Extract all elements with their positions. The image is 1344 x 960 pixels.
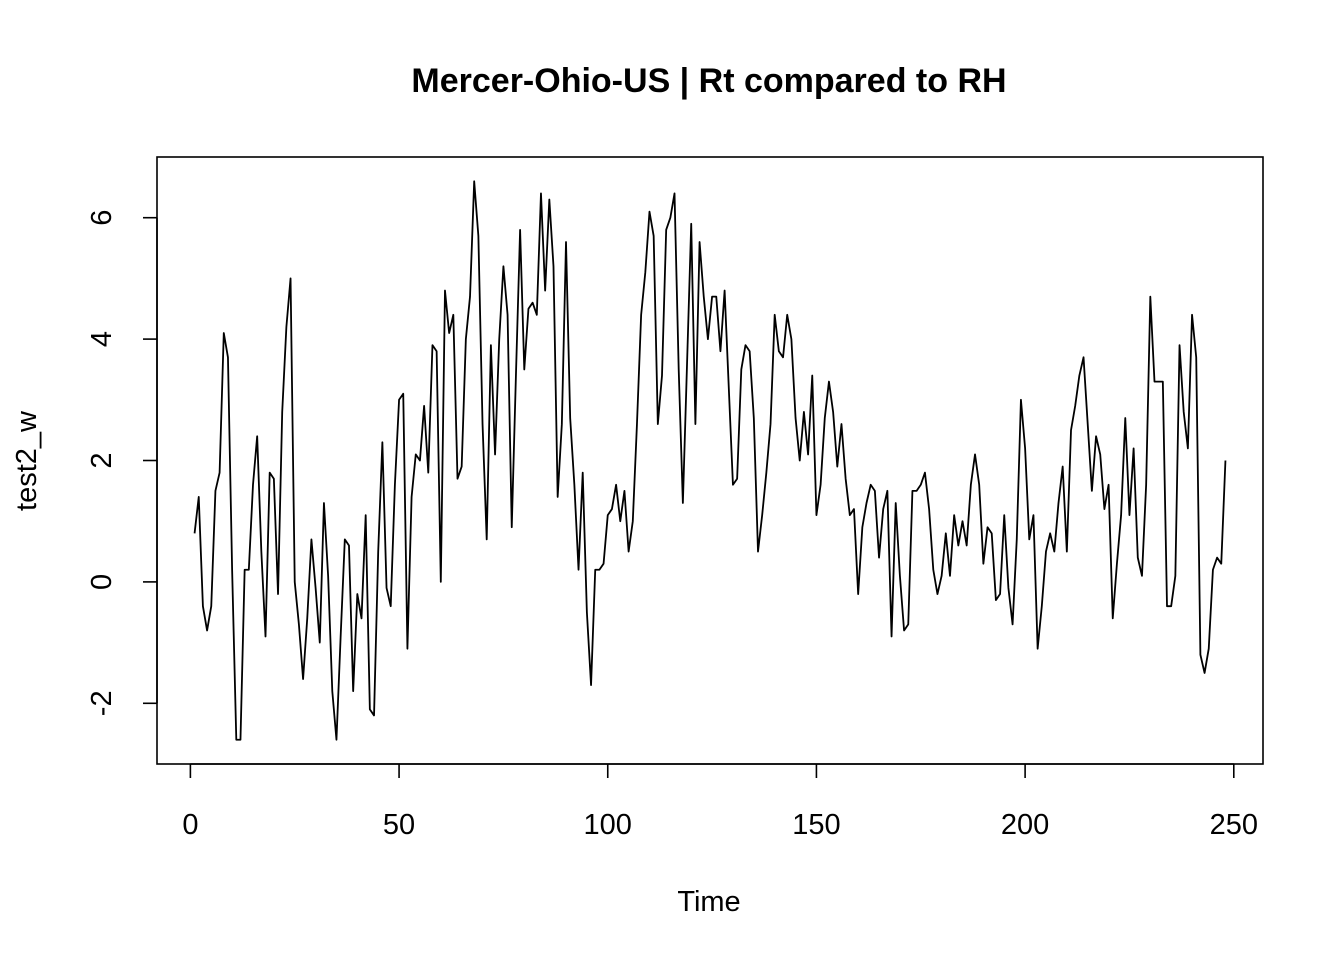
y-tick-label: 2 <box>86 452 118 468</box>
y-axis: -2 0 2 4 6 <box>86 210 158 716</box>
y-tick-label: 4 <box>86 331 118 347</box>
x-tick-label: 200 <box>1001 809 1049 841</box>
x-tick-label: 100 <box>584 809 632 841</box>
series-line <box>193 180 1227 741</box>
plot-frame <box>156 156 1264 765</box>
x-tick-label: 150 <box>792 809 840 841</box>
x-axis-label: Time <box>677 886 740 918</box>
x-tick-label: 50 <box>383 809 415 841</box>
y-tick-label: 6 <box>86 210 118 226</box>
chart-title: Mercer-Ohio-US | Rt compared to RH <box>411 62 1006 100</box>
y-axis-label: test2_w <box>11 410 43 511</box>
y-tick-label: 0 <box>86 574 118 590</box>
x-tick-label: 0 <box>182 809 198 841</box>
x-tick-label: 250 <box>1210 809 1258 841</box>
x-axis: 0 50 100 150 200 250 <box>182 763 1258 841</box>
y-tick-label: -2 <box>86 690 118 716</box>
